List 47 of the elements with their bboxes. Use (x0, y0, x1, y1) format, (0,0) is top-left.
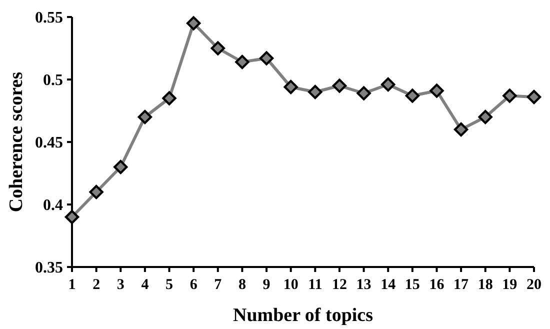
x-tick-label: 15 (404, 277, 420, 293)
point (284, 80, 298, 94)
point (526, 90, 542, 104)
point (89, 184, 104, 200)
x-tick-label: 2 (92, 277, 100, 293)
point (454, 122, 468, 137)
point (478, 110, 492, 124)
x-tick-label: 7 (214, 277, 222, 293)
x-tick-label: 9 (262, 277, 270, 293)
point (308, 84, 322, 100)
point (162, 91, 176, 106)
x-tick-label: 12 (332, 277, 347, 293)
point (186, 16, 201, 30)
x-tick-label: 14 (380, 277, 396, 293)
y-tick-label: 0.4 (43, 197, 63, 214)
y-axis-title: Coherence scores (6, 72, 27, 212)
point (259, 51, 274, 66)
point (502, 88, 517, 103)
x-tick-label: 19 (502, 277, 518, 293)
point (430, 84, 444, 98)
y-tick-label: 0.5 (43, 72, 63, 90)
y-tick-label: 0.45 (35, 134, 63, 152)
x-tick-label: 18 (478, 277, 493, 293)
y-tick-label: 0.35 (35, 260, 63, 277)
x-tick-label: 3 (116, 277, 124, 293)
point (235, 54, 250, 70)
point (114, 160, 128, 174)
point (210, 41, 225, 56)
x-tick-label: 5 (166, 277, 174, 293)
x-tick-label: 1 (68, 277, 76, 293)
y-tick-label: 0.55 (35, 10, 63, 27)
x-tick-label: 10 (283, 277, 298, 293)
point (138, 110, 152, 124)
point (381, 77, 396, 92)
x-axis-title: Number of topics (232, 305, 374, 326)
x-tick-label: 11 (308, 277, 322, 293)
point (332, 78, 347, 93)
x-tick-label: 16 (429, 277, 445, 293)
point (64, 210, 80, 224)
x-tick-label: 4 (141, 277, 150, 293)
x-tick-label: 6 (190, 277, 198, 293)
point (356, 86, 371, 100)
x-tick-label: 17 (454, 277, 470, 293)
x-tick-label: 13 (356, 277, 372, 293)
x-tick-label: 8 (238, 277, 246, 293)
point (405, 88, 420, 103)
x-tick-label: 20 (526, 277, 542, 293)
